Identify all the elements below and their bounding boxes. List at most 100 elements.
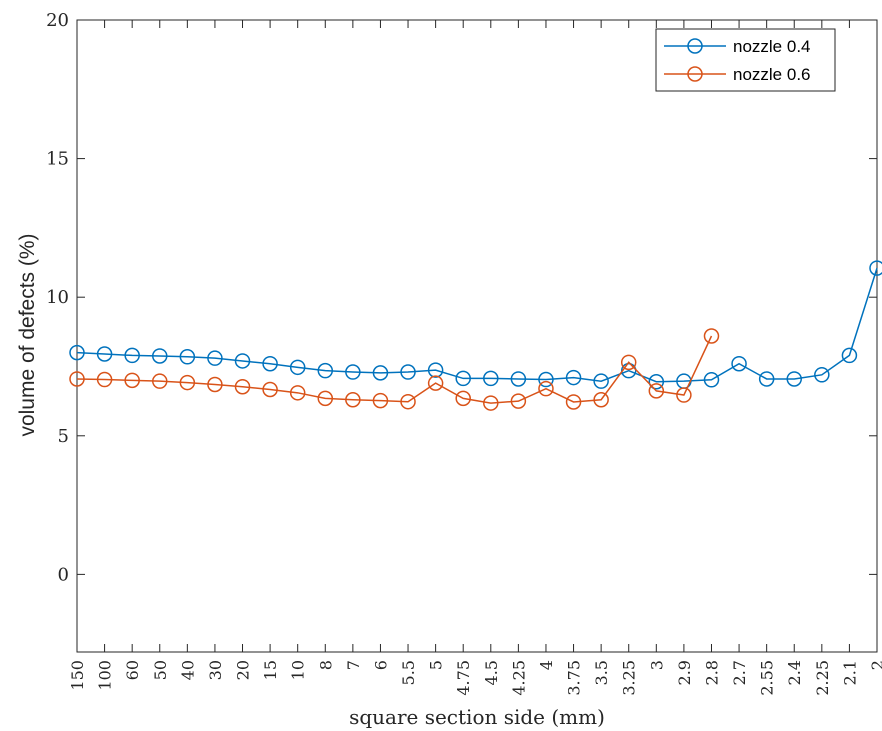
- legend: nozzle 0.4 nozzle 0.6: [655, 28, 836, 92]
- data-point: [124, 347, 140, 364]
- y-axis-ticks: 0 5 10 15 20: [46, 10, 877, 585]
- data-point: [289, 385, 306, 401]
- data-point: [96, 371, 113, 388]
- x-tick-label: 3.25: [620, 660, 639, 696]
- data-point: [593, 392, 609, 408]
- data-point: [400, 393, 416, 410]
- data-point: [427, 362, 444, 378]
- data-point: [703, 328, 720, 344]
- y-tick-label: 0: [58, 564, 69, 585]
- data-point: [455, 390, 471, 407]
- data-point: [317, 390, 334, 407]
- x-tick-label: 3: [647, 660, 666, 670]
- x-tick-label: 4.25: [509, 660, 528, 696]
- data-point: [731, 355, 747, 372]
- data-point: [455, 370, 471, 387]
- legend-marker-nozzle-0.6: [687, 66, 703, 82]
- x-tick-label: 5.5: [399, 660, 418, 685]
- data-point: [152, 373, 168, 389]
- x-tick-label: 6: [371, 660, 390, 670]
- y-axis-label: volume of defects (%): [16, 233, 39, 436]
- data-point: [179, 374, 196, 391]
- x-tick-label: 2.9: [675, 660, 694, 685]
- y-tick-label: 15: [46, 149, 69, 170]
- data-point: [234, 353, 251, 369]
- data-point: [510, 393, 527, 409]
- legend-box: [655, 28, 836, 92]
- y-tick-label: 10: [46, 287, 69, 308]
- x-tick-label: 100: [96, 660, 115, 691]
- y-tick-label: 5: [58, 426, 69, 447]
- data-point: [427, 375, 444, 391]
- data-point: [317, 362, 334, 379]
- data-point: [372, 392, 389, 409]
- data-point: [207, 376, 223, 393]
- series-line: [76, 335, 713, 404]
- x-tick-label: 150: [68, 660, 87, 691]
- x-tick-label: 2.25: [813, 660, 832, 696]
- data-point: [758, 371, 775, 387]
- x-tick-label: 2.4: [785, 660, 804, 685]
- data-point: [124, 372, 140, 389]
- x-axis-ticks: 150 100 60 50 40 30 20 15 10 8 7 6 5.5 5 4.75 4.5 4.25 4 3…: [68, 20, 882, 696]
- legend-label-nozzle-0.6: nozzle 0.6: [733, 65, 811, 84]
- x-tick-label: 30: [206, 660, 225, 680]
- legend-marker-nozzle-0.4: [687, 38, 703, 54]
- x-tick-label: 8: [316, 660, 335, 670]
- x-tick-label: 2.7: [730, 660, 749, 685]
- x-tick-label: 7: [344, 660, 363, 670]
- x-tick-label: 10: [289, 660, 308, 680]
- data-point: [289, 359, 306, 376]
- data-point: [262, 355, 278, 372]
- x-tick-label: 20: [234, 660, 253, 680]
- x-tick-label: 3.5: [592, 660, 611, 685]
- series-line: [76, 267, 878, 383]
- data-point: [841, 347, 858, 364]
- data-point: [786, 371, 802, 387]
- plot-frame: [76, 19, 878, 653]
- data-point: [345, 392, 361, 408]
- data-point: [207, 350, 223, 366]
- x-tick-label: 3.75: [565, 660, 584, 696]
- data-point: [96, 346, 113, 362]
- data-point: [179, 349, 196, 365]
- data-point: [372, 365, 389, 381]
- data-point: [400, 364, 416, 380]
- data-point: [814, 367, 830, 383]
- data-point: [262, 381, 278, 398]
- data-point: [869, 260, 882, 276]
- data-point: [620, 354, 637, 371]
- data-point: [483, 370, 499, 387]
- data-point: [510, 371, 527, 387]
- x-tick-label: 4.5: [482, 660, 501, 685]
- series-nozzle-0.6: [69, 328, 720, 411]
- y-tick-label: 20: [46, 10, 69, 31]
- x-tick-label: 2.55: [758, 660, 777, 696]
- data-point: [69, 344, 85, 361]
- data-point: [538, 380, 554, 397]
- data-point: [593, 373, 609, 389]
- x-tick-label: 4.75: [454, 660, 473, 696]
- series-nozzle-0.4: [69, 260, 882, 390]
- data-point: [69, 371, 85, 387]
- data-point: [703, 372, 720, 388]
- x-tick-label: 2.1: [840, 660, 859, 685]
- x-axis-label: square section side (mm): [349, 705, 605, 729]
- data-point: [648, 383, 665, 399]
- x-tick-label: 2: [868, 660, 882, 670]
- data-point: [234, 378, 251, 395]
- data-point: [483, 395, 499, 411]
- data-point: [676, 387, 692, 403]
- data-point: [648, 373, 665, 390]
- data-point: [152, 348, 168, 364]
- x-tick-label: 40: [178, 660, 197, 680]
- x-tick-label: 60: [123, 660, 142, 680]
- x-tick-label: 50: [151, 660, 170, 680]
- axes-box: [76, 19, 878, 653]
- legend-label-nozzle-0.4: nozzle 0.4: [733, 37, 811, 56]
- x-tick-label: 4: [537, 660, 556, 670]
- data-point: [538, 371, 554, 388]
- x-tick-label: 15: [261, 660, 280, 680]
- data-point: [565, 394, 582, 410]
